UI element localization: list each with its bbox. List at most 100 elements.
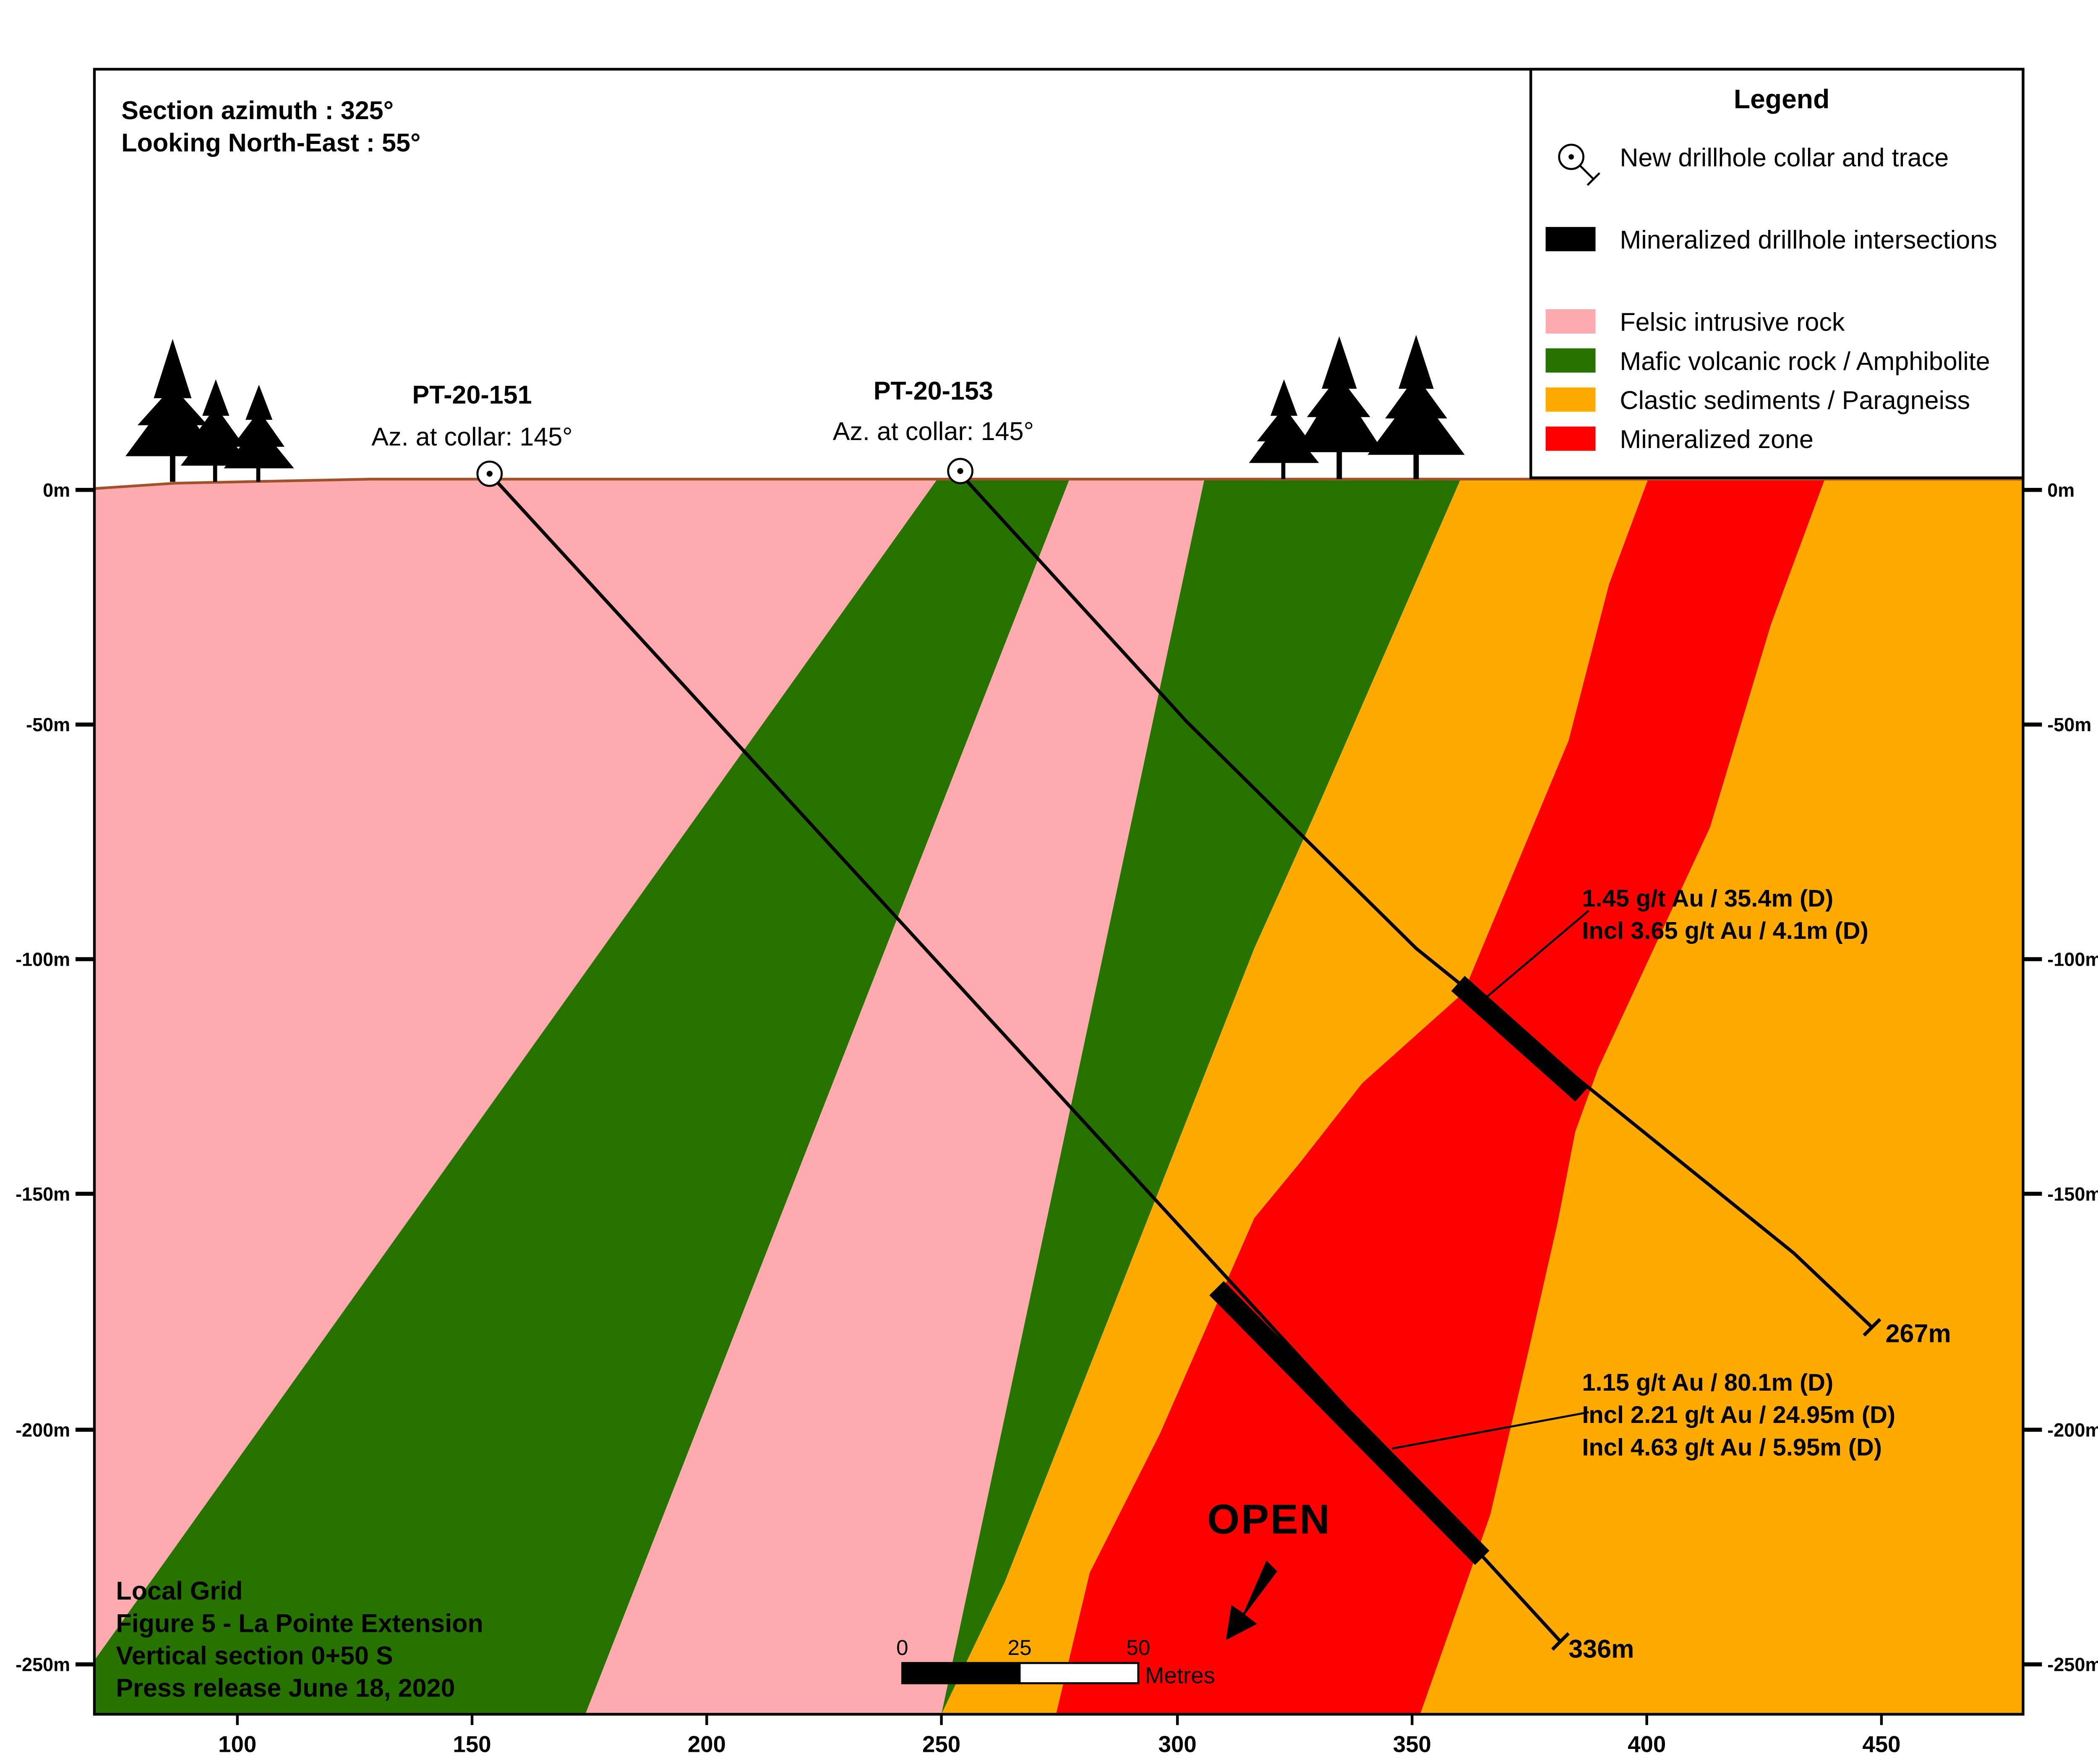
tree-group-right-icon bbox=[1249, 335, 1465, 479]
legend-swatch-mineralized bbox=[1545, 426, 1596, 451]
svg-text:350: 350 bbox=[1393, 1731, 1431, 1757]
svg-text:450: 450 bbox=[1862, 1731, 1900, 1757]
hole-end-depth-pt-20-151: 336m bbox=[1568, 1634, 1634, 1663]
svg-text:200: 200 bbox=[688, 1731, 726, 1757]
legend-label-felsic: Felsic intrusive rock bbox=[1620, 308, 1845, 336]
x-tick: 450 bbox=[1862, 1714, 1900, 1757]
legend-label-collar: New drillhole collar and trace bbox=[1620, 143, 1949, 172]
mafic-band-2 bbox=[941, 479, 1461, 1714]
svg-text:-200m: -200m bbox=[16, 1419, 70, 1441]
scale-unit: Metres bbox=[1145, 1663, 1215, 1688]
svg-text:400: 400 bbox=[1628, 1731, 1666, 1757]
y-tick-left: -150m bbox=[16, 1183, 94, 1205]
assay-lower-line-2: Incl 2.21 g/t Au / 24.95m (D) bbox=[1582, 1402, 1895, 1428]
section-azimuth: Section azimuth : 325° bbox=[121, 96, 394, 125]
tree-group-left-icon bbox=[125, 339, 294, 482]
leader-line-lower bbox=[1391, 1411, 1589, 1450]
svg-text:100: 100 bbox=[218, 1731, 256, 1757]
svg-text:0m: 0m bbox=[2047, 479, 2075, 501]
x-tick: 200 bbox=[688, 1714, 726, 1757]
x-tick: 350 bbox=[1393, 1714, 1431, 1757]
legend-title: Legend bbox=[1734, 84, 1830, 114]
ground-surface-line bbox=[94, 477, 2023, 490]
intersection-pt-20-153 bbox=[1451, 976, 1589, 1102]
hole-azimuth-pt-20-153: Az. at collar: 145° bbox=[833, 417, 1034, 446]
drillhole-trace-pt-20-153 bbox=[959, 472, 1874, 1329]
y-axis-left: 0m -50m -100m -150m -200m -250m bbox=[16, 479, 94, 1675]
legend-collar-trace-icon bbox=[1558, 143, 1600, 186]
mineralized-zone bbox=[1056, 479, 1825, 1714]
legend-label-clastic: Clastic sediments / Paragneiss bbox=[1620, 386, 1970, 414]
drillhole-end-tick-pt-20-153 bbox=[1863, 1318, 1881, 1337]
y-tick-left: -250m bbox=[16, 1654, 94, 1675]
legend-swatch-mafic bbox=[1545, 348, 1596, 373]
y-tick-right: -50m bbox=[2023, 714, 2091, 735]
x-tick: 250 bbox=[922, 1714, 960, 1757]
intersection-pt-20-151 bbox=[1209, 1281, 1490, 1565]
collar-pt-20-153-icon bbox=[947, 458, 973, 485]
hole-azimuth-pt-20-151: Az. at collar: 145° bbox=[371, 422, 572, 451]
open-label: OPEN bbox=[1207, 1496, 1331, 1543]
felsic-band-2 bbox=[585, 479, 1205, 1714]
y-tick-left: -50m bbox=[26, 714, 94, 735]
clastic-band-east bbox=[1420, 479, 2023, 1714]
hole-name-pt-20-151: PT-20-151 bbox=[412, 380, 532, 409]
assay-lower-line-1: 1.15 g/t Au / 80.1m (D) bbox=[1582, 1369, 1833, 1396]
clastic-band-west bbox=[941, 479, 1648, 1714]
footer-line-1: Local Grid bbox=[116, 1576, 243, 1605]
svg-text:-150m: -150m bbox=[2047, 1183, 2098, 1205]
svg-text:-150m: -150m bbox=[16, 1183, 70, 1205]
svg-text:-200m: -200m bbox=[2047, 1419, 2098, 1441]
footer-line-2: Figure 5 - La Pointe Extension bbox=[116, 1609, 483, 1637]
looking-direction: Looking North-East : 55° bbox=[121, 128, 420, 157]
y-tick-right: 0m bbox=[2023, 479, 2075, 501]
footer-line-3: Vertical section 0+50 S bbox=[116, 1642, 393, 1670]
svg-text:-250m: -250m bbox=[16, 1654, 70, 1675]
x-tick: 100 bbox=[218, 1714, 256, 1757]
svg-text:-50m: -50m bbox=[2047, 714, 2091, 735]
y-tick-left: -200m bbox=[16, 1419, 94, 1441]
legend-label-intersection: Mineralized drillhole intersections bbox=[1620, 226, 1997, 254]
hole-end-depth-pt-20-153: 267m bbox=[1886, 1319, 1951, 1347]
open-arrow-icon bbox=[1226, 1561, 1277, 1640]
hole-name-pt-20-153: PT-20-153 bbox=[874, 377, 993, 405]
legend: Legend New drillhole collar and trace Mi… bbox=[1529, 68, 2025, 479]
scale-tick-50: 50 bbox=[1126, 1635, 1150, 1660]
scale-tick-25: 25 bbox=[1007, 1635, 1031, 1660]
y-tick-left: 0m bbox=[43, 479, 94, 501]
assay-lower-line-3: Incl 4.63 g/t Au / 5.95m (D) bbox=[1582, 1434, 1882, 1461]
x-axis: 100 150 200 250 300 350 400 450 bbox=[218, 1714, 1900, 1757]
y-tick-right: -200m bbox=[2023, 1419, 2098, 1441]
y-tick-right: -150m bbox=[2023, 1183, 2098, 1205]
x-tick: 150 bbox=[453, 1714, 491, 1757]
collar-pt-20-151-icon bbox=[476, 460, 503, 487]
svg-text:300: 300 bbox=[1159, 1731, 1197, 1757]
svg-text:-100m: -100m bbox=[2047, 949, 2098, 970]
svg-text:0m: 0m bbox=[43, 479, 70, 501]
svg-text:-50m: -50m bbox=[26, 714, 70, 735]
y-tick-left: -100m bbox=[16, 949, 94, 970]
svg-text:250: 250 bbox=[922, 1731, 960, 1757]
footer-line-4: Press release June 18, 2020 bbox=[116, 1674, 455, 1702]
legend-swatch-clastic bbox=[1545, 387, 1596, 412]
map-frame bbox=[93, 68, 2025, 1716]
y-tick-right: -100m bbox=[2023, 949, 2098, 970]
legend-swatch-intersection bbox=[1545, 227, 1596, 251]
legend-swatch-felsic bbox=[1545, 309, 1596, 334]
legend-label-mineralized: Mineralized zone bbox=[1620, 425, 1814, 453]
leader-line-upper bbox=[1483, 909, 1589, 1001]
mafic-band-1 bbox=[94, 479, 1070, 1714]
assay-upper-line-2: Incl 3.65 g/t Au / 4.1m (D) bbox=[1582, 917, 1868, 944]
drillhole-end-tick-pt-20-151 bbox=[1551, 1632, 1570, 1651]
x-tick: 300 bbox=[1159, 1714, 1197, 1757]
svg-text:150: 150 bbox=[453, 1731, 491, 1757]
scale-tick-0: 0 bbox=[896, 1635, 908, 1660]
legend-label-mafic: Mafic volcanic rock / Amphibolite bbox=[1620, 347, 1990, 375]
x-tick: 400 bbox=[1628, 1714, 1666, 1757]
assay-upper-line-1: 1.45 g/t Au / 35.4m (D) bbox=[1582, 885, 1833, 912]
svg-text:-250m: -250m bbox=[2047, 1654, 2098, 1675]
svg-text:-100m: -100m bbox=[16, 949, 70, 970]
legend-box bbox=[1529, 68, 2025, 479]
